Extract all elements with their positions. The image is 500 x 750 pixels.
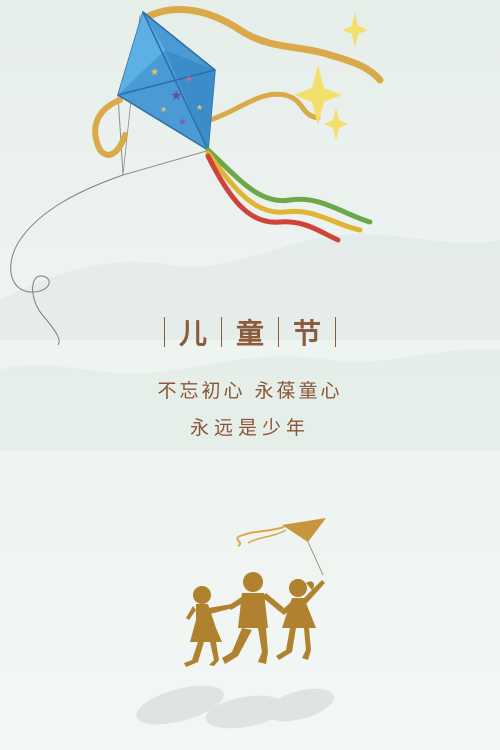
svg-text:★: ★ — [178, 117, 187, 128]
title-divider — [163, 317, 165, 347]
svg-text:★: ★ — [185, 75, 193, 85]
title-char: 儿 — [178, 317, 207, 350]
title-divider — [278, 317, 279, 347]
sparkle-icon — [294, 12, 368, 140]
gold-ribbon-left — [92, 97, 128, 158]
title-char: 童 — [235, 317, 264, 350]
svg-text:★: ★ — [160, 105, 167, 114]
small-kite-icon — [236, 518, 326, 576]
title-char: 节 — [293, 317, 322, 350]
svg-text:★: ★ — [150, 67, 159, 78]
title-divider — [220, 317, 222, 347]
slogan-line-2: 永远是少年 — [189, 417, 310, 439]
festival-title: 儿 童 节 — [0, 312, 500, 352]
gold-ribbon-top — [141, 5, 384, 84]
slogan-line-1: 不忘初心 永葆童心 — [157, 380, 343, 402]
svg-text:★: ★ — [170, 88, 183, 104]
kite-icon: ★ ★ ★ ★ ★ ★ — [117, 10, 216, 152]
svg-text:★: ★ — [196, 103, 203, 112]
kite-tail — [205, 147, 373, 243]
title-divider — [335, 317, 337, 347]
kite-string — [10, 174, 124, 346]
